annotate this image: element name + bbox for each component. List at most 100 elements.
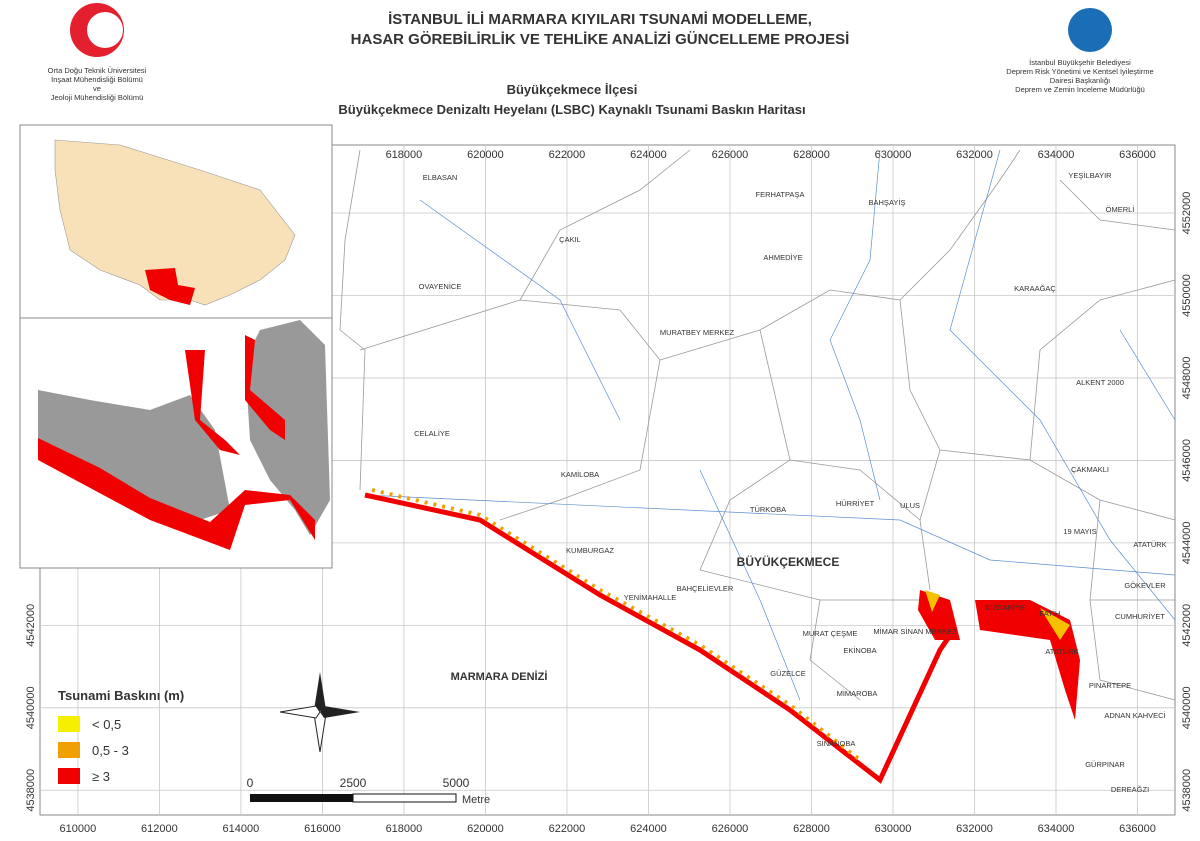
subtitle-line: Büyükçekmece Denizaltı Heyelanı (LSBC) K… xyxy=(338,102,805,117)
y-tick-label: 4544000 xyxy=(1181,521,1193,564)
place-label: CUMHURİYET xyxy=(1115,612,1165,621)
place-label: ÇAKMAKLI xyxy=(1071,465,1109,474)
place-label: DEREAĞZI xyxy=(1111,785,1149,794)
x-tick-label: 620000 xyxy=(467,823,504,835)
org-line: Jeoloji Mühendisliği Bölümü xyxy=(51,93,144,102)
x-tick-label: 626000 xyxy=(712,823,749,835)
detail-inset xyxy=(19,317,333,569)
place-label: SİNANOBA xyxy=(817,739,856,748)
place-label: ADNAN KAHVECİ xyxy=(1104,711,1165,720)
x-tick-label: 616000 xyxy=(304,823,341,835)
x-tick-label: 632000 xyxy=(956,823,993,835)
place-label: MİMAROBA xyxy=(837,689,878,698)
y-tick-label: 4550000 xyxy=(1181,274,1193,317)
place-label: EKİNOBA xyxy=(843,646,876,655)
x-tick-label: 628000 xyxy=(793,823,830,835)
x-tick-label: 614000 xyxy=(223,823,260,835)
x-tick-label: 618000 xyxy=(386,149,423,161)
place-label: YEŞİLBAYIR xyxy=(1068,171,1112,180)
place-label: 19 MAYIS xyxy=(1063,527,1096,536)
x-tick-label: 624000 xyxy=(630,823,667,835)
org-line: Orta Doğu Teknik Üniversitesi xyxy=(48,66,147,75)
place-label: KUMBURGAZ xyxy=(566,546,614,555)
ibb-logo xyxy=(1068,8,1112,52)
scale-bar: 0 2500 5000 Metre xyxy=(247,776,490,806)
header: İSTANBUL İLİ MARMARA KIYILARI TSUNAMİ MO… xyxy=(48,3,1154,117)
scale-tick-label: 2500 xyxy=(340,776,367,790)
org-line: Deprem Risk Yönetimi ve Kentsel İyileşti… xyxy=(1006,67,1153,76)
x-tick-label: 626000 xyxy=(712,149,749,161)
locator-inset xyxy=(19,124,333,319)
legend: Tsunami Baskını (m) < 0,5 0,5 - 3 ≥ 3 xyxy=(58,688,184,784)
place-label: TÜRKOBA xyxy=(750,505,786,514)
place-label: OVAYENİCE xyxy=(419,282,462,291)
x-tick-label: 610000 xyxy=(60,823,97,835)
legend-items: < 0,5 0,5 - 3 ≥ 3 xyxy=(58,716,129,784)
place-label: GÖKEVLER xyxy=(1124,581,1166,590)
place-label: GÜZELCE xyxy=(770,669,805,678)
sea-label: MARMARA DENİZİ xyxy=(451,670,548,683)
y-tick-label: 4542000 xyxy=(1181,604,1193,647)
x-tick-label: 630000 xyxy=(875,823,912,835)
x-tick-label: 634000 xyxy=(1038,823,1075,835)
x-tick-label: 634000 xyxy=(1038,149,1075,161)
place-label: MİMAR SİNAN MERKEZ xyxy=(873,627,957,636)
org-line: İstanbul Büyükşehir Belediyesi xyxy=(1029,58,1131,67)
org-line: Dairesi Başkanlığı xyxy=(1050,76,1110,85)
inundation-zone xyxy=(364,488,1080,784)
place-label: MURAT ÇEŞME xyxy=(803,629,858,638)
scale-ticks: 0 2500 5000 xyxy=(247,776,470,790)
place-label: FATİH xyxy=(1040,609,1061,618)
legend-label: ≥ 3 xyxy=(92,769,110,784)
y-tick-label: 4552000 xyxy=(1181,192,1193,235)
north-arrow xyxy=(279,672,360,753)
place-label: YENİMAHALLE xyxy=(624,593,677,602)
place-label: BAHŞAYİŞ xyxy=(869,198,906,207)
place-label: ATATÜRK xyxy=(1133,540,1166,549)
org-line: Deprem ve Zemin İnceleme Müdürlüğü xyxy=(1015,85,1145,94)
x-tick-label: 636000 xyxy=(1119,823,1156,835)
place-label: KAMİLOBA xyxy=(561,470,599,479)
scale-tick-label: 0 xyxy=(247,776,254,790)
title-line: İSTANBUL İLİ MARMARA KIYILARI TSUNAMİ MO… xyxy=(388,11,812,28)
y-tick-label: 4538000 xyxy=(1181,769,1193,812)
place-label: ALKENT 2000 xyxy=(1076,378,1124,387)
place-labels: ELBASAN YEŞİLBAYIR FERHATPAŞA BAHŞAYİŞ Ö… xyxy=(414,171,1167,794)
x-tick-label: 618000 xyxy=(386,823,423,835)
x-tick-label: 636000 xyxy=(1119,149,1156,161)
roads xyxy=(364,149,1176,701)
place-label: HÜRRİYET xyxy=(836,499,875,508)
place-label: KARAAĞAÇ xyxy=(1014,284,1056,293)
place-label: ÇAKIL xyxy=(559,235,581,244)
legend-swatch xyxy=(58,742,80,758)
title-line: HASAR GÖREBİLİRLİK VE TEHLİKE ANALİZİ GÜ… xyxy=(351,31,850,48)
district-boundaries xyxy=(339,149,1176,701)
legend-title: Tsunami Baskını (m) xyxy=(58,688,184,703)
legend-swatch xyxy=(58,716,80,732)
place-label: ÖMERLİ xyxy=(1106,205,1135,214)
y-tick-label: 4538000 xyxy=(25,769,37,812)
x-tick-label: 624000 xyxy=(630,149,667,161)
x-tick-label: 622000 xyxy=(549,149,586,161)
x-tick-label: 620000 xyxy=(467,149,504,161)
x-tick-label: 632000 xyxy=(956,149,993,161)
district-label: BÜYÜKÇEKMECE xyxy=(737,554,840,569)
place-label: MURATBEY MERKEZ xyxy=(660,328,735,337)
legend-swatch xyxy=(58,768,80,784)
place-label: ATATÜRK xyxy=(1045,647,1078,656)
place-label: ELBASAN xyxy=(423,173,458,182)
place-label: AHMEDİYE xyxy=(763,253,802,262)
scale-tick-label: 5000 xyxy=(443,776,470,790)
y-tick-label: 4542000 xyxy=(25,604,37,647)
y-tick-label: 4548000 xyxy=(1181,357,1193,400)
legend-label: < 0,5 xyxy=(92,717,121,732)
place-label: CELALİYE xyxy=(414,429,450,438)
place-label: FERHATPAŞA xyxy=(756,190,805,199)
place-label: PINARTEPE xyxy=(1089,681,1131,690)
x-tick-label: 628000 xyxy=(793,149,830,161)
org-line: ve xyxy=(93,84,101,93)
place-label: GÜRPINAR xyxy=(1085,760,1125,769)
y-tick-label: 4540000 xyxy=(1181,686,1193,729)
